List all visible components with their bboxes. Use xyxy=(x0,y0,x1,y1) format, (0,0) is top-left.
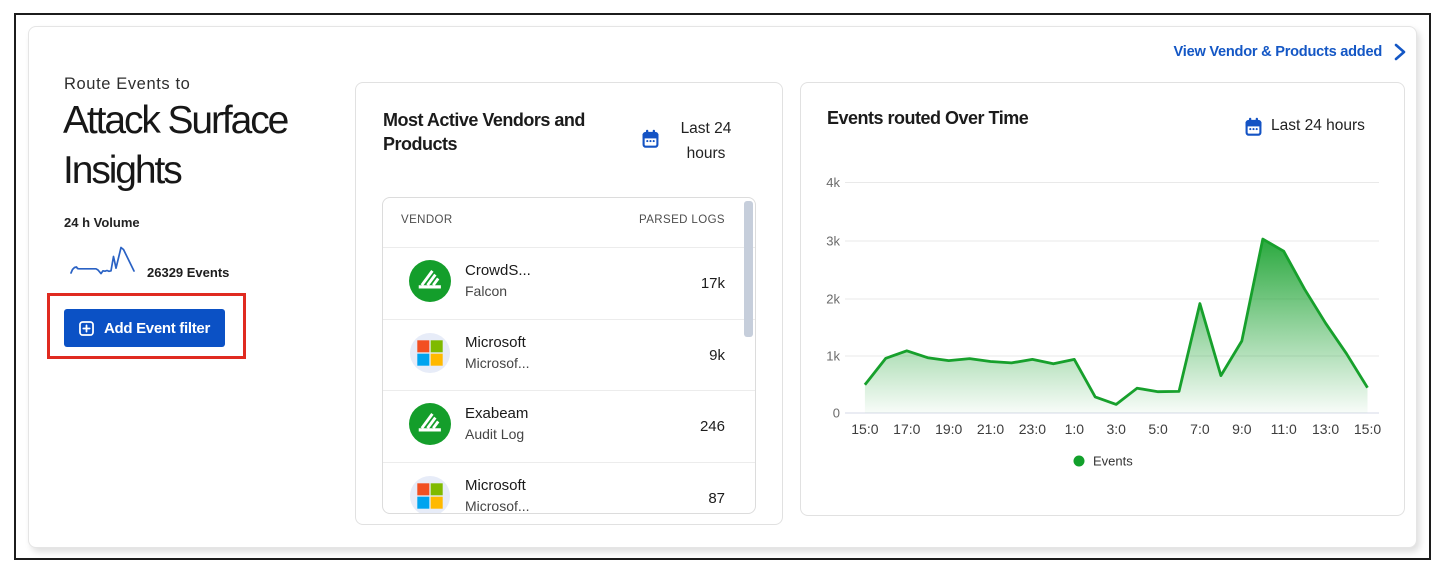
svg-text:4k: 4k xyxy=(826,175,840,190)
svg-text:21:0: 21:0 xyxy=(977,421,1004,437)
svg-text:15:0: 15:0 xyxy=(851,421,878,437)
svg-text:17:0: 17:0 xyxy=(893,421,920,437)
svg-text:3:0: 3:0 xyxy=(1106,421,1126,437)
svg-text:19:0: 19:0 xyxy=(935,421,962,437)
svg-text:Events: Events xyxy=(1093,454,1133,469)
svg-text:5:0: 5:0 xyxy=(1148,421,1168,437)
svg-text:2k: 2k xyxy=(826,292,840,307)
svg-text:13:0: 13:0 xyxy=(1312,421,1339,437)
svg-text:7:0: 7:0 xyxy=(1190,421,1210,437)
svg-text:0: 0 xyxy=(833,406,840,421)
svg-text:3k: 3k xyxy=(826,234,840,249)
svg-text:11:0: 11:0 xyxy=(1271,421,1297,437)
svg-text:1:0: 1:0 xyxy=(1065,421,1085,437)
svg-text:1k: 1k xyxy=(826,349,840,364)
svg-text:9:0: 9:0 xyxy=(1232,421,1252,437)
svg-text:23:0: 23:0 xyxy=(1019,421,1046,437)
svg-text:15:0: 15:0 xyxy=(1354,421,1381,437)
